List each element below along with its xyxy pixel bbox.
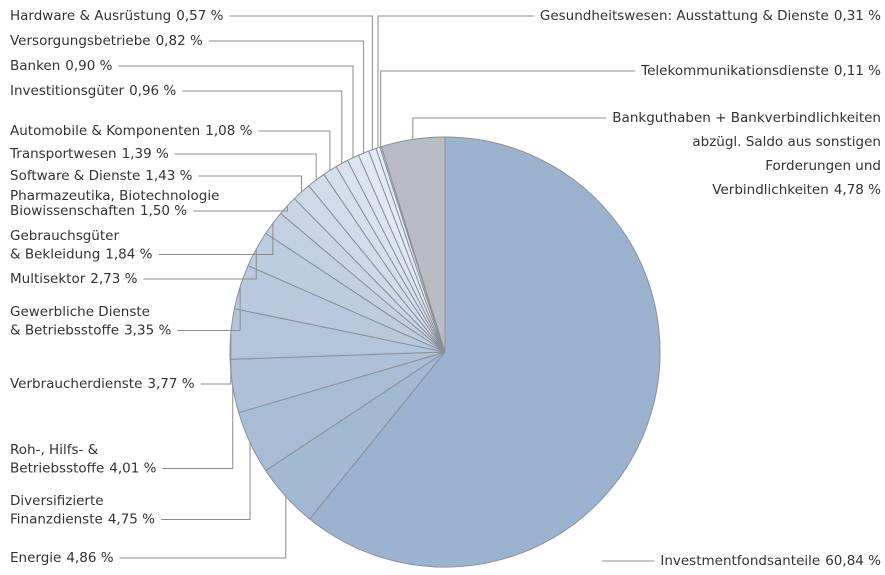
leader-line (198, 175, 302, 192)
label-line: Investitionsgüter (10, 83, 125, 99)
label-line: Bankguthaben + Bankverbindlichkeiten (612, 110, 881, 126)
slice-label: Roh-, Hilfs- & Betriebsstoffe (10, 442, 104, 477)
leader-line (258, 130, 331, 171)
slice-value: 4,86 % (66, 550, 113, 566)
slice-label: Diversifizierte Finanzdienste (10, 493, 104, 528)
leader-line (193, 205, 288, 212)
label-line: Gewerbliche Dienste (10, 304, 150, 320)
slice-value: 0,82 % (156, 33, 203, 49)
label-line: Diversifizierte (10, 493, 104, 509)
label-line: Forderungen und (765, 158, 881, 174)
label-line: Energie (10, 550, 61, 566)
label-line: Gesundheitswesen: Ausstattung & Dienste (540, 8, 829, 24)
slice-label: Gebrauchsgüter & Bekleidung (10, 228, 119, 263)
leader-line (229, 15, 373, 150)
label-line: Investmentfondsanteile (660, 553, 820, 569)
slice-label: Verbraucherdienste (10, 376, 142, 392)
label-line: & Bekleidung (10, 247, 100, 263)
leader-line (118, 65, 354, 158)
label-line: & Betriebsstoffe (10, 323, 119, 339)
slice-label: Energie (10, 550, 61, 566)
label-line: Automobile & Komponenten (10, 123, 200, 139)
label-line: Transportwesen (9, 146, 117, 162)
slice-value: 1,43 % (145, 168, 192, 184)
slice-label: Hardware & Ausrüstung (10, 8, 171, 24)
label-line: Roh-, Hilfs- & (10, 442, 99, 458)
leader-line (119, 496, 287, 559)
slice-value: 0,96 % (129, 83, 176, 99)
slice-label: Gesundheitswesen: Ausstattung & Dienste (540, 8, 829, 24)
leader-line (380, 70, 636, 147)
label-line: Software & Dienste (10, 168, 140, 184)
slice-value: 1,39 % (122, 146, 169, 162)
label-line: Pharmazeutika, Biotechnologie (10, 188, 219, 204)
leader-line (377, 15, 534, 148)
labels: Investmentfondsanteile 60,84 % Energie 4,86… (9, 8, 881, 569)
label-line: Betriebsstoffe (10, 461, 104, 477)
slice-value: 0,11 % (834, 63, 881, 79)
slice-value: 60,84 % (825, 553, 881, 569)
slice-value: 0,57 % (176, 8, 223, 24)
slice-value: 4,01 % (109, 461, 156, 477)
slice-value: 3,35 % (124, 323, 171, 339)
slice-value: 1,08 % (205, 123, 252, 139)
leader-line (162, 386, 234, 469)
slice-label: Investmentfondsanteile (660, 553, 820, 569)
slice-value: 1,50 % (140, 203, 187, 219)
label-line: Verbindlichkeiten (712, 182, 829, 198)
label-line: Hardware & Ausrüstung (10, 8, 171, 24)
label-line: abzügl. Saldo aus sonstigen (692, 134, 881, 150)
slice-label: Software & Dienste (10, 168, 140, 184)
label-line: Gebrauchsgüter (10, 228, 119, 244)
slice-value: 0,31 % (834, 8, 881, 24)
leader-line (174, 153, 317, 180)
pie-slice (308, 136, 661, 568)
slice-value: 1,84 % (105, 247, 152, 263)
slice-label: Transportwesen (9, 146, 117, 162)
slice-label: Versorgungsbetriebe (10, 33, 151, 49)
slice-label: Banken (10, 58, 60, 74)
label-line: Verbraucherdienste (10, 376, 142, 392)
label-line: Finanzdienste (10, 512, 103, 528)
leader-line (161, 442, 251, 520)
slice-label: Gewerbliche Dienste & Betriebsstoffe (10, 304, 150, 339)
leader-line (143, 249, 257, 280)
leader-line (412, 117, 607, 140)
slice-value: 3,77 % (147, 376, 194, 392)
slice-label: Automobile & Komponenten (10, 123, 200, 139)
slice-value: 4,78 % (834, 182, 881, 198)
pie (229, 136, 661, 568)
slice-label: Multisektor (10, 271, 86, 287)
leader-line (208, 40, 365, 154)
label-line: Versorgungsbetriebe (10, 33, 151, 49)
label-line: Telekommunikationsdienste (640, 63, 829, 79)
label-line: Banken (10, 58, 60, 74)
slice-value: 0,90 % (65, 58, 112, 74)
slice-label: Investitionsgüter (10, 83, 125, 99)
slice-value: 4,75 % (108, 512, 155, 528)
leader-line (158, 223, 274, 255)
leader-line (182, 90, 343, 164)
label-line: Biowissenschaften (10, 203, 135, 219)
leader-line (177, 286, 241, 331)
label-line: Multisektor (10, 271, 86, 287)
slice-label: Telekommunikationsdienste (640, 63, 829, 79)
slice-label: Bankguthaben + Bankverbindlichkeiten abzü… (612, 110, 881, 198)
leader-line (200, 333, 232, 385)
slice-label: Pharmazeutika, Biotechnologie Biowissensc… (10, 188, 219, 219)
slice-value: 2,73 % (90, 271, 137, 287)
